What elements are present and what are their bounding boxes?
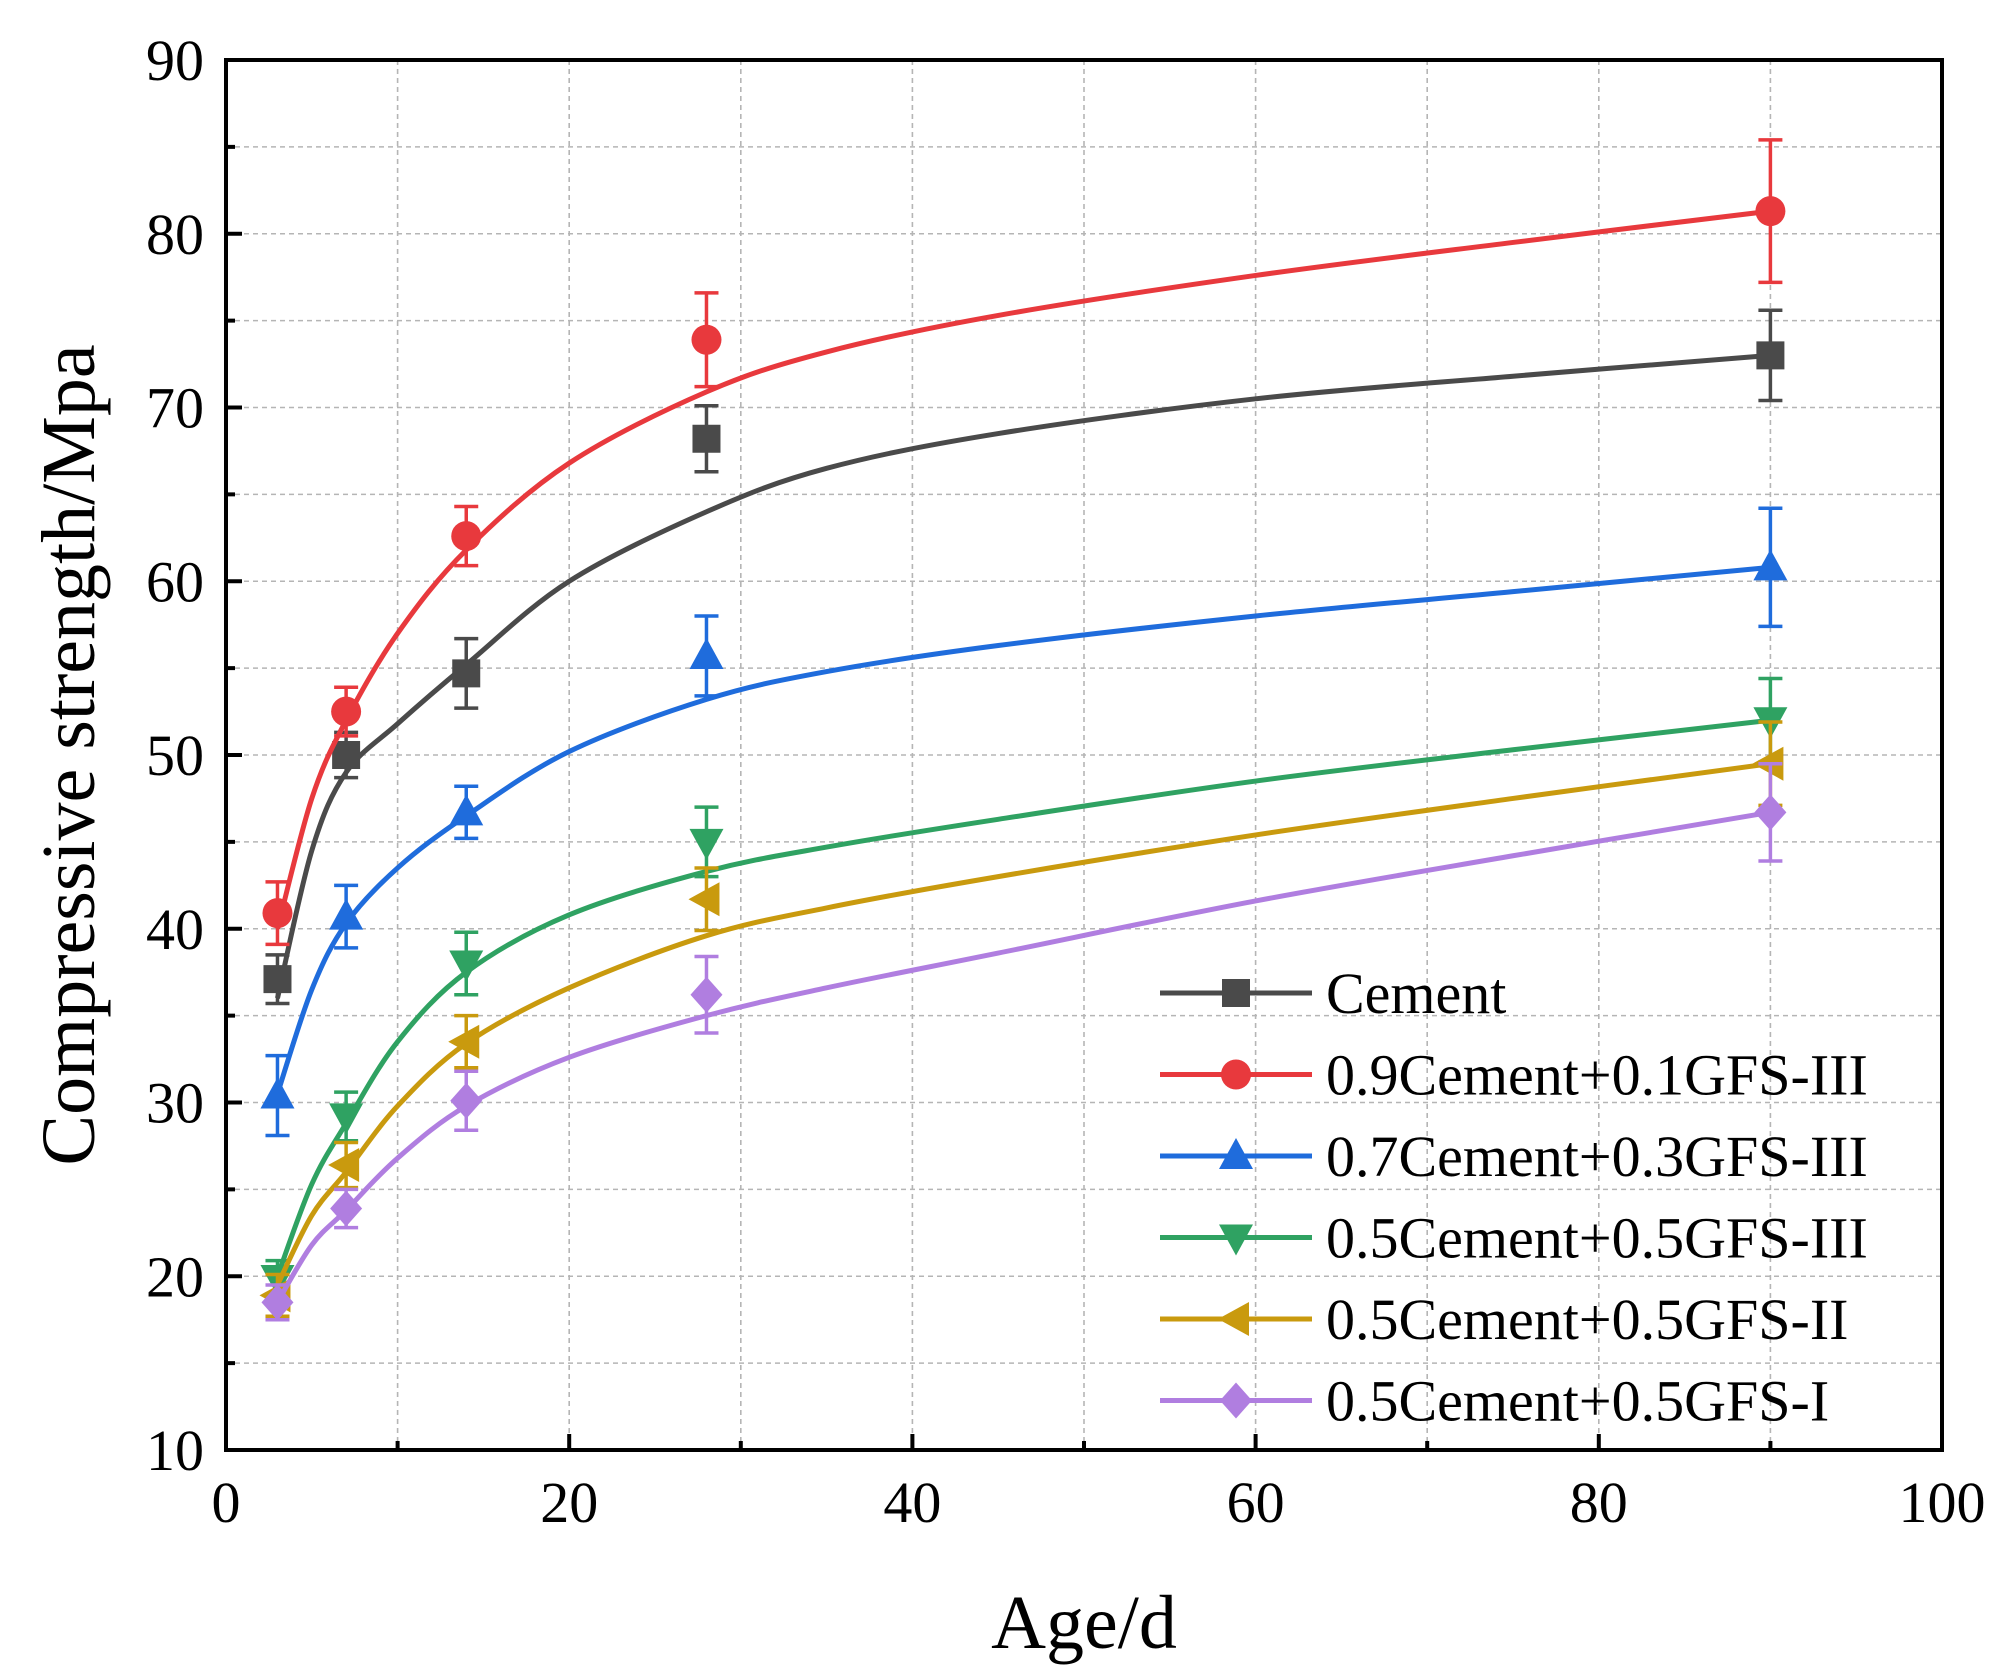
legend-item: Cement xyxy=(1160,961,1506,1026)
data-point xyxy=(1753,549,1788,581)
data-point xyxy=(451,521,482,552)
x-tick-label: 40 xyxy=(883,1470,941,1535)
series-fit-line xyxy=(275,717,1771,1278)
legend-item: 0.5Cement+0.5GFS-III xyxy=(1160,1206,1868,1271)
x-tick-label: 60 xyxy=(1227,1470,1285,1535)
data-point xyxy=(260,1077,295,1109)
legend-marker xyxy=(1219,1224,1253,1256)
legend-label: 0.7Cement+0.3GFS-III xyxy=(1326,1124,1868,1189)
legend-label: 0.9Cement+0.1GFS-III xyxy=(1326,1043,1868,1108)
series-0 xyxy=(263,308,1785,1006)
y-tick-label: 60 xyxy=(146,549,204,614)
legend-label: 0.5Cement+0.5GFS-III xyxy=(1326,1206,1868,1271)
data-point xyxy=(262,898,293,929)
series-fit-line xyxy=(275,809,1771,1304)
data-point xyxy=(329,898,364,930)
series-fit-line xyxy=(275,564,1771,1095)
data-point xyxy=(1754,794,1787,831)
series-2 xyxy=(260,506,1788,1138)
data-point xyxy=(689,637,724,669)
data-point xyxy=(1755,196,1786,227)
legend-marker xyxy=(1220,1382,1252,1419)
data-point xyxy=(449,794,484,826)
data-point xyxy=(690,976,723,1013)
data-point xyxy=(331,696,362,727)
data-point xyxy=(449,950,484,982)
legend-item: 0.7Cement+0.3GFS-III xyxy=(1160,1124,1868,1189)
data-point xyxy=(689,828,724,860)
data-point xyxy=(329,1103,364,1135)
data-point xyxy=(332,741,361,769)
legend-label: 0.5Cement+0.5GFS-I xyxy=(1326,1369,1829,1434)
data-point xyxy=(330,1190,363,1227)
x-tick-label: 100 xyxy=(1899,1470,1986,1535)
series-5 xyxy=(261,761,1787,1322)
data-point xyxy=(450,1082,483,1119)
y-tick-label: 40 xyxy=(146,897,204,962)
y-tick-label: 20 xyxy=(146,1244,204,1309)
data-point xyxy=(263,965,292,994)
series-fit-line xyxy=(275,761,1771,1287)
legend-marker xyxy=(1218,1302,1249,1336)
y-tick-label: 10 xyxy=(146,1418,204,1483)
data-point xyxy=(688,882,720,917)
data-point xyxy=(1756,341,1785,370)
legend-marker xyxy=(1222,979,1250,1007)
axis-ticks xyxy=(224,58,1944,1452)
data-point xyxy=(452,659,481,688)
data-point xyxy=(261,1284,294,1321)
y-tick-label: 70 xyxy=(146,376,204,441)
grid-lines xyxy=(226,60,1942,1450)
legend-label: Cement xyxy=(1326,961,1506,1026)
legend-marker xyxy=(1219,1138,1253,1169)
legend-item: 0.5Cement+0.5GFS-II xyxy=(1160,1287,1848,1352)
data-point xyxy=(448,1024,480,1059)
legend-label: 0.5Cement+0.5GFS-II xyxy=(1326,1287,1848,1352)
x-tick-label: 20 xyxy=(540,1470,598,1535)
y-axis-title: Compressive strength/Mpa xyxy=(27,344,111,1165)
legend-item: 0.9Cement+0.1GFS-III xyxy=(1160,1043,1868,1108)
x-tick-label: 80 xyxy=(1570,1470,1628,1535)
x-axis-title: Age/d xyxy=(991,1581,1177,1665)
legend-item: 0.5Cement+0.5GFS-I xyxy=(1160,1369,1829,1434)
y-tick-label: 30 xyxy=(146,1071,204,1136)
y-tick-label: 80 xyxy=(146,202,204,267)
data-point xyxy=(328,1148,360,1183)
y-tick-label: 90 xyxy=(146,28,204,93)
x-tick-label: 0 xyxy=(212,1470,241,1535)
y-tick-label: 50 xyxy=(146,723,204,788)
legend: Cement 0.9Cement+0.1GFS-III 0.7Cement+0.3G… xyxy=(1160,961,1868,1434)
data-point xyxy=(691,324,722,355)
tick-labels: 0 20 40 60 80 100 10 20 30 40 50 60 70 80 90 xyxy=(146,28,1986,1535)
legend-marker xyxy=(1221,1059,1251,1090)
series-layer xyxy=(259,138,1788,1322)
series-1 xyxy=(262,138,1786,947)
data-point xyxy=(692,424,721,453)
